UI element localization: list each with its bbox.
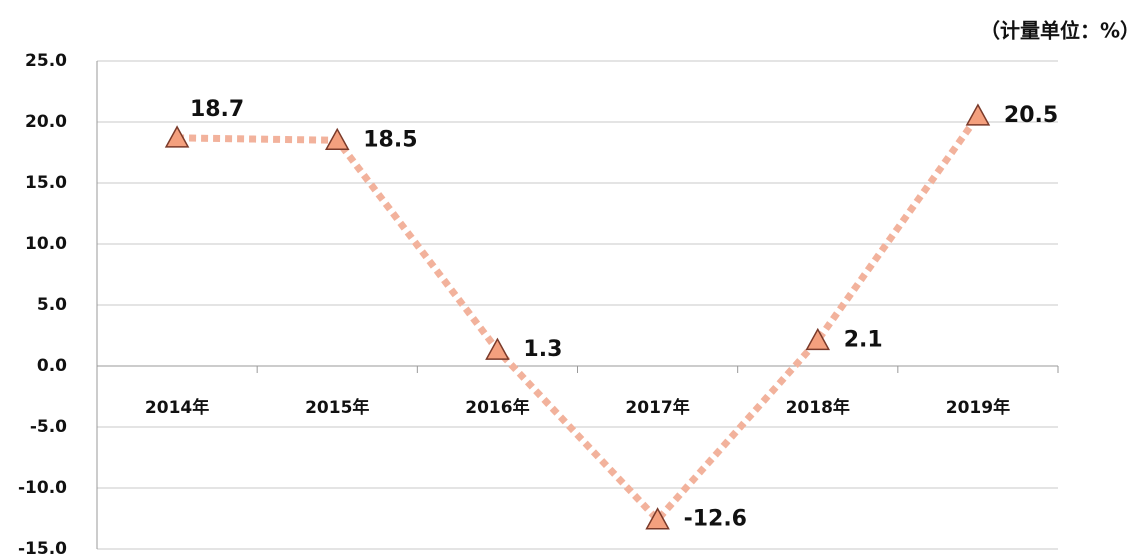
- marker: [965, 103, 991, 126]
- data-label: 18.7: [190, 97, 244, 122]
- y-tick-label: -15.0: [18, 539, 67, 558]
- data-label: 1.3: [523, 337, 562, 362]
- y-tick-label: 15.0: [25, 173, 67, 193]
- marker: [485, 337, 510, 360]
- unit-note: （计量单位：%）: [980, 19, 1140, 43]
- y-tick-label: 20.0: [25, 112, 67, 132]
- x-tick-label: 2018年: [786, 397, 850, 418]
- marker: [324, 127, 350, 151]
- x-tick-label: 2014年: [145, 397, 209, 418]
- y-tick-label: -10.0: [18, 478, 67, 498]
- marker: [805, 327, 831, 351]
- x-tick-label: 2015年: [305, 397, 369, 418]
- y-tick-label: 0.0: [37, 356, 67, 376]
- x-tick-label: 2019年: [946, 397, 1010, 418]
- data-label: 20.5: [1004, 103, 1058, 128]
- data-label: 2.1: [844, 327, 883, 352]
- y-tick-label: 10.0: [25, 234, 67, 254]
- series-line: [177, 113, 981, 525]
- data-label: 18.5: [363, 127, 417, 152]
- y-tick-label: -5.0: [30, 417, 67, 437]
- marker: [645, 507, 670, 530]
- y-tick-label: 25.0: [25, 51, 67, 71]
- marker: [164, 125, 190, 148]
- x-tick-label: 2017年: [625, 397, 689, 418]
- data-label: -12.6: [684, 507, 747, 532]
- y-tick-label: 5.0: [37, 295, 67, 315]
- x-tick-label: 2016年: [465, 397, 529, 418]
